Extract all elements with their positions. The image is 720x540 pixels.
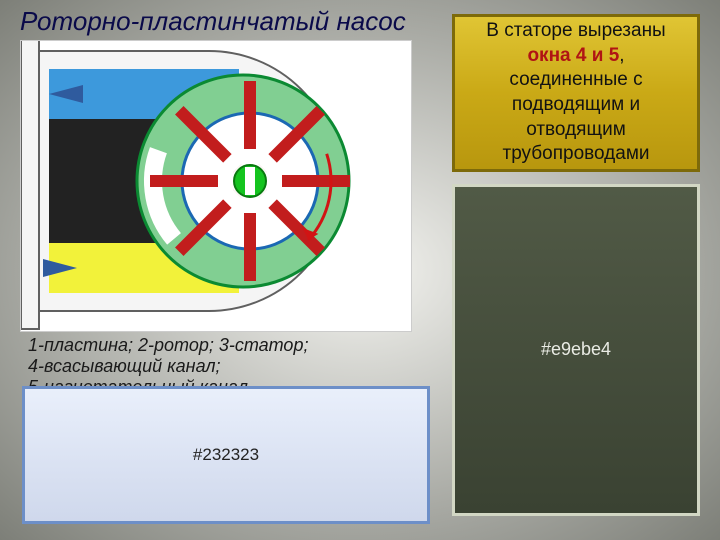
info-right-text: #e9ebe4 <box>541 338 611 361</box>
info-box-chambers: #232323 <box>22 386 430 524</box>
info-top-highlight: окна 4 и 5 <box>527 45 619 66</box>
pump-diagram <box>20 40 412 332</box>
info-box-windows: В статоре вырезаны окна 4 и 5, соединенн… <box>452 14 700 172</box>
info-bottom-text: #232323 <box>193 444 259 466</box>
info-top-pre: В статоре вырезаны <box>486 20 665 41</box>
page-title: Роторно-пластинчатый насос <box>20 6 406 37</box>
info-box-bridge: #e9ebe4 <box>452 184 700 516</box>
